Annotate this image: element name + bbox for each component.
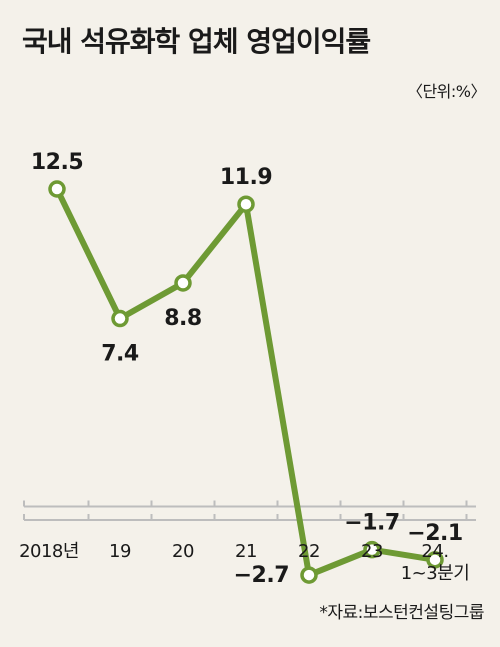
data-point-5 <box>363 540 381 559</box>
data-label-6: −2.1 <box>407 521 462 546</box>
x-tick-label: 1~3분기 <box>401 563 470 584</box>
data-label-5: −1.7 <box>344 511 399 536</box>
source-note: *자료:보스턴컨설팅그룹 <box>319 603 484 623</box>
x-tick-label: 22 <box>298 541 320 562</box>
unit-label: 〈단위:%〉 <box>406 82 487 101</box>
data-point-6 <box>426 551 444 569</box>
x-tick-label: 23 <box>361 541 383 562</box>
x-tick-label: 19 <box>109 541 131 562</box>
data-label-0: 12.5 <box>31 150 83 175</box>
x-tick-label: 24. <box>421 541 448 562</box>
data-label-4: −2.7 <box>234 563 289 588</box>
data-point-1 <box>111 309 129 328</box>
x-tick-label: 20 <box>172 541 194 562</box>
data-label-1: 7.4 <box>101 342 139 367</box>
data-point-2 <box>174 274 192 292</box>
x-tick-label: 21 <box>235 541 257 562</box>
data-point-0 <box>48 180 66 198</box>
data-point-4 <box>300 566 318 584</box>
x-tick-label: 2018년 <box>19 541 79 562</box>
data-label-2: 8.8 <box>164 306 201 331</box>
data-label-3: 11.9 <box>220 165 272 190</box>
data-point-3 <box>237 195 255 213</box>
chart-title: 국내 석유화학 업체 영업이익률 <box>22 25 371 58</box>
